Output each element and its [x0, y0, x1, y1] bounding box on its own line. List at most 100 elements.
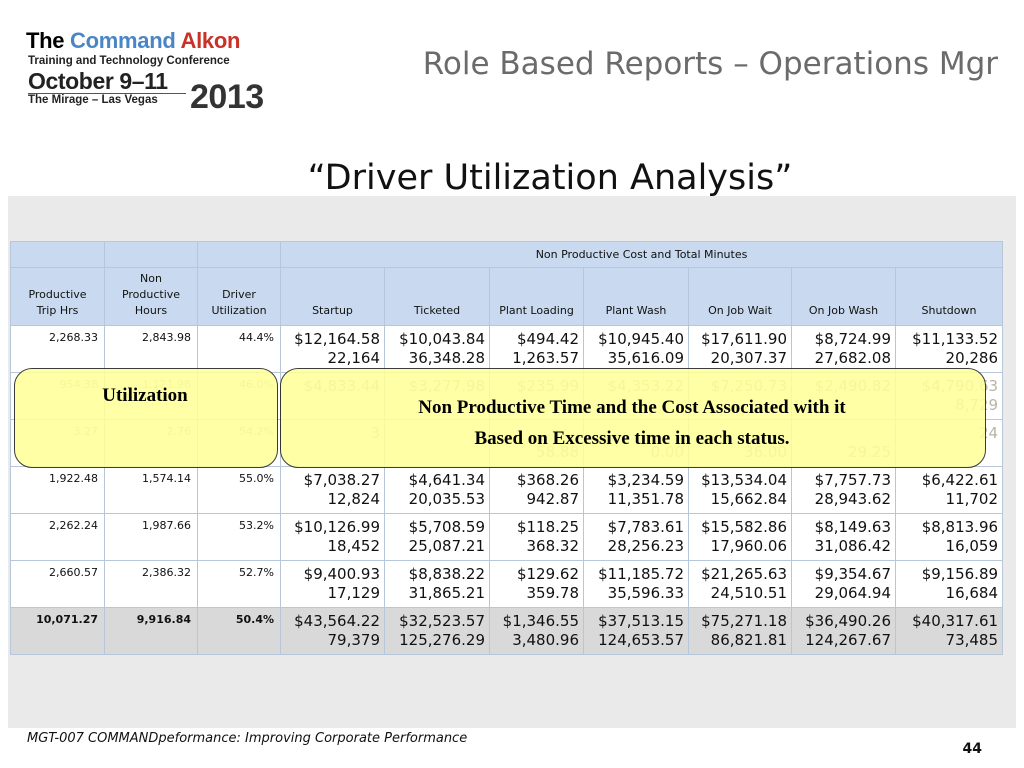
cell-util: 55.0%	[197, 466, 281, 514]
table-group-header-row: Non Productive Cost and Total Minutes	[10, 241, 1004, 268]
cell-cost: $11,133.52	[912, 330, 999, 348]
cell-cost: $7,038.27	[303, 471, 380, 489]
column-header: Startup	[280, 267, 385, 326]
cell-cost: $37,513.15	[598, 612, 684, 630]
cell-minutes: 125,276.29	[399, 631, 485, 649]
cell-cost: $10,043.84	[399, 330, 485, 348]
cell-cost-minutes: $9,156.89 16,684	[894, 560, 1004, 608]
cell-minutes: 29,064.94	[814, 584, 891, 602]
cell-minutes: 79,379	[327, 631, 381, 649]
cell-cost: $12,164.58	[294, 330, 380, 348]
cell-cost-minutes: $1,346.55 3,480.96	[489, 607, 584, 655]
cell-cost-minutes: $40,317.61 73,485	[894, 607, 1004, 655]
cell-cost: $75,271.18	[701, 612, 787, 630]
column-header-line: Startup	[312, 304, 353, 317]
logo-venue: The Mirage – Las Vegas	[28, 94, 158, 106]
cell-cost: $15,582.86	[701, 518, 787, 536]
cell-cost-minutes: $5,708.59 25,087.21	[384, 513, 490, 561]
cell-cost: $8,149.63	[814, 518, 891, 536]
cell-cost: $3,234.59	[607, 471, 684, 489]
cell-cost: $11,185.72	[598, 565, 684, 583]
column-header: On Job Wash	[791, 267, 896, 326]
column-header-line: On Job Wait	[708, 304, 772, 317]
column-header-line: Utilization	[211, 304, 267, 317]
cell-cost-minutes: $11,185.72 35,596.33	[583, 560, 689, 608]
cell-cost-minutes: $7,038.27 12,824	[280, 466, 385, 514]
cell-cost-minutes: $118.25 368.32	[489, 513, 584, 561]
logo-divider	[28, 93, 186, 94]
column-header: Driver Utilization	[197, 267, 281, 326]
cell-minutes: 20,286	[945, 349, 999, 367]
header-blank	[10, 241, 105, 268]
footer-course-title: MGT-007 COMMANDpeformance: Improving Cor…	[27, 731, 468, 746]
cell-minutes: 35,616.09	[607, 349, 684, 367]
cell-cost-minutes: $10,945.40 35,616.09	[583, 325, 689, 373]
cell-cost-minutes: $32,523.57 125,276.29	[384, 607, 490, 655]
page-number: 44	[962, 741, 982, 757]
group-header-nonproductive: Non Productive Cost and Total Minutes	[279, 241, 1004, 268]
cell-nonproductive: 9,916.84	[104, 607, 198, 655]
cell-productive: 1,922.48	[10, 466, 105, 514]
cell-productive: 10,071.27	[10, 607, 105, 655]
cell-cost: $368.26	[516, 471, 579, 489]
cell-cost: $17,611.90	[701, 330, 787, 348]
cell-cost-minutes: $10,043.84 36,348.28	[384, 325, 490, 373]
column-header: Productive Trip Hrs	[10, 267, 105, 326]
cell-minutes: 35,596.33	[607, 584, 684, 602]
nonproductive-callout-box	[280, 368, 986, 468]
cell-minutes: 124,653.57	[598, 631, 684, 649]
cell-cost-minutes: $10,126.99 18,452	[280, 513, 385, 561]
cell-cost: $118.25	[516, 518, 579, 536]
cell-productive: 2,262.24	[10, 513, 105, 561]
cell-cost: $8,813.96	[921, 518, 999, 536]
logo-year: 2013	[190, 78, 264, 116]
cell-cost: $21,265.63	[701, 565, 787, 583]
cell-cost-minutes: $36,490.26 124,267.67	[791, 607, 896, 655]
utilization-callout-label: Utilization	[102, 385, 188, 406]
column-header: On Job Wait	[688, 267, 792, 326]
column-header-line: Plant Loading	[499, 304, 574, 317]
cell-cost: $40,317.61	[912, 612, 999, 630]
column-header: Shutdown	[894, 267, 1004, 326]
nonproductive-callout-line-1: Non Productive Time and the Cost Associa…	[418, 397, 846, 418]
cell-cost-minutes: $43,564.22 79,379	[280, 607, 385, 655]
column-header-line: On Job Wash	[808, 304, 879, 317]
slide-subtitle: “Driver Utilization Analysis”	[307, 158, 793, 198]
header-blank	[197, 241, 281, 268]
cell-cost-minutes: $17,611.90 20,307.37	[688, 325, 792, 373]
cell-cost: $6,422.61	[921, 471, 999, 489]
cell-cost: $5,708.59	[408, 518, 485, 536]
cell-cost: $8,724.99	[814, 330, 891, 348]
cell-cost-minutes: $15,582.86 17,960.06	[688, 513, 792, 561]
cell-cost: $8,838.22	[408, 565, 485, 583]
conference-logo: The Command Alkon Training and Technolog…	[22, 28, 284, 116]
cell-minutes: 3,480.96	[512, 631, 579, 649]
table-total-row: 10,071.27 9,916.84 50.4% $43,564.22 79,379 $3…	[10, 607, 1004, 655]
cell-minutes: 31,086.42	[814, 537, 891, 555]
table-row: 1,922.48 1,574.14 55.0% $7,038.27 12,824 $4,6…	[10, 466, 1004, 514]
cell-minutes: 25,087.21	[408, 537, 485, 555]
column-header-line: Trip Hrs	[36, 304, 79, 317]
cell-cost: $43,564.22	[294, 612, 380, 630]
cell-nonproductive: 1,987.66	[104, 513, 198, 561]
cell-minutes: 86,821.81	[710, 631, 787, 649]
nonproductive-callout-line-2: Based on Excessive time in each status.	[474, 428, 790, 449]
cell-cost-minutes: $368.26 942.87	[489, 466, 584, 514]
nonproductive-callout-text: Non Productive Time and the Cost Associa…	[282, 392, 982, 454]
cell-cost-minutes: $75,271.18 86,821.81	[688, 607, 792, 655]
table-row: 2,268.33 2,843.98 44.4% $12,164.58 22,164 $10…	[10, 325, 1004, 373]
cell-cost-minutes: $12,164.58 22,164	[280, 325, 385, 373]
cell-cost-minutes: $7,757.73 28,943.62	[791, 466, 896, 514]
cell-nonproductive: 2,843.98	[104, 325, 198, 373]
column-header-line: Driver	[222, 288, 256, 301]
column-header: Ticketed	[384, 267, 490, 326]
cell-cost-minutes: $9,400.93 17,129	[280, 560, 385, 608]
cell-cost: $10,126.99	[294, 518, 380, 536]
cell-cost: $13,534.04	[701, 471, 787, 489]
logo-brand: The Command Alkon	[26, 28, 241, 53]
cell-cost: $7,783.61	[607, 518, 684, 536]
cell-cost: $4,641.34	[408, 471, 485, 489]
utilization-callout-box	[14, 368, 278, 468]
column-header: Plant Loading	[489, 267, 584, 326]
cell-nonproductive: 2,386.32	[104, 560, 198, 608]
